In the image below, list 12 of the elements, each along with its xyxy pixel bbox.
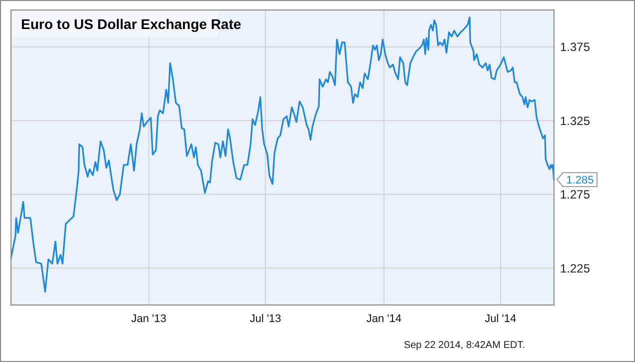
- text: Sep 22 2014, 8:42AM EDT.: [404, 340, 525, 351]
- annotation: 1.285: [566, 174, 594, 186]
- y-tick-label: 1.375: [560, 40, 590, 54]
- y-tick-label: 1.275: [560, 188, 590, 202]
- chart-title: Euro to US Dollar Exchange Rate: [21, 16, 242, 32]
- y-tick-label: 1.225: [560, 261, 590, 276]
- line-series: [10, 16, 555, 293]
- x-tick-label: Jul '13: [250, 313, 282, 325]
- x-tick-label: Jan '14: [366, 313, 402, 325]
- x-tick-label: Jan '13: [131, 313, 166, 325]
- y-tick-label: 1.325: [560, 114, 590, 128]
- x-tick-label: Jul '14: [484, 313, 516, 325]
